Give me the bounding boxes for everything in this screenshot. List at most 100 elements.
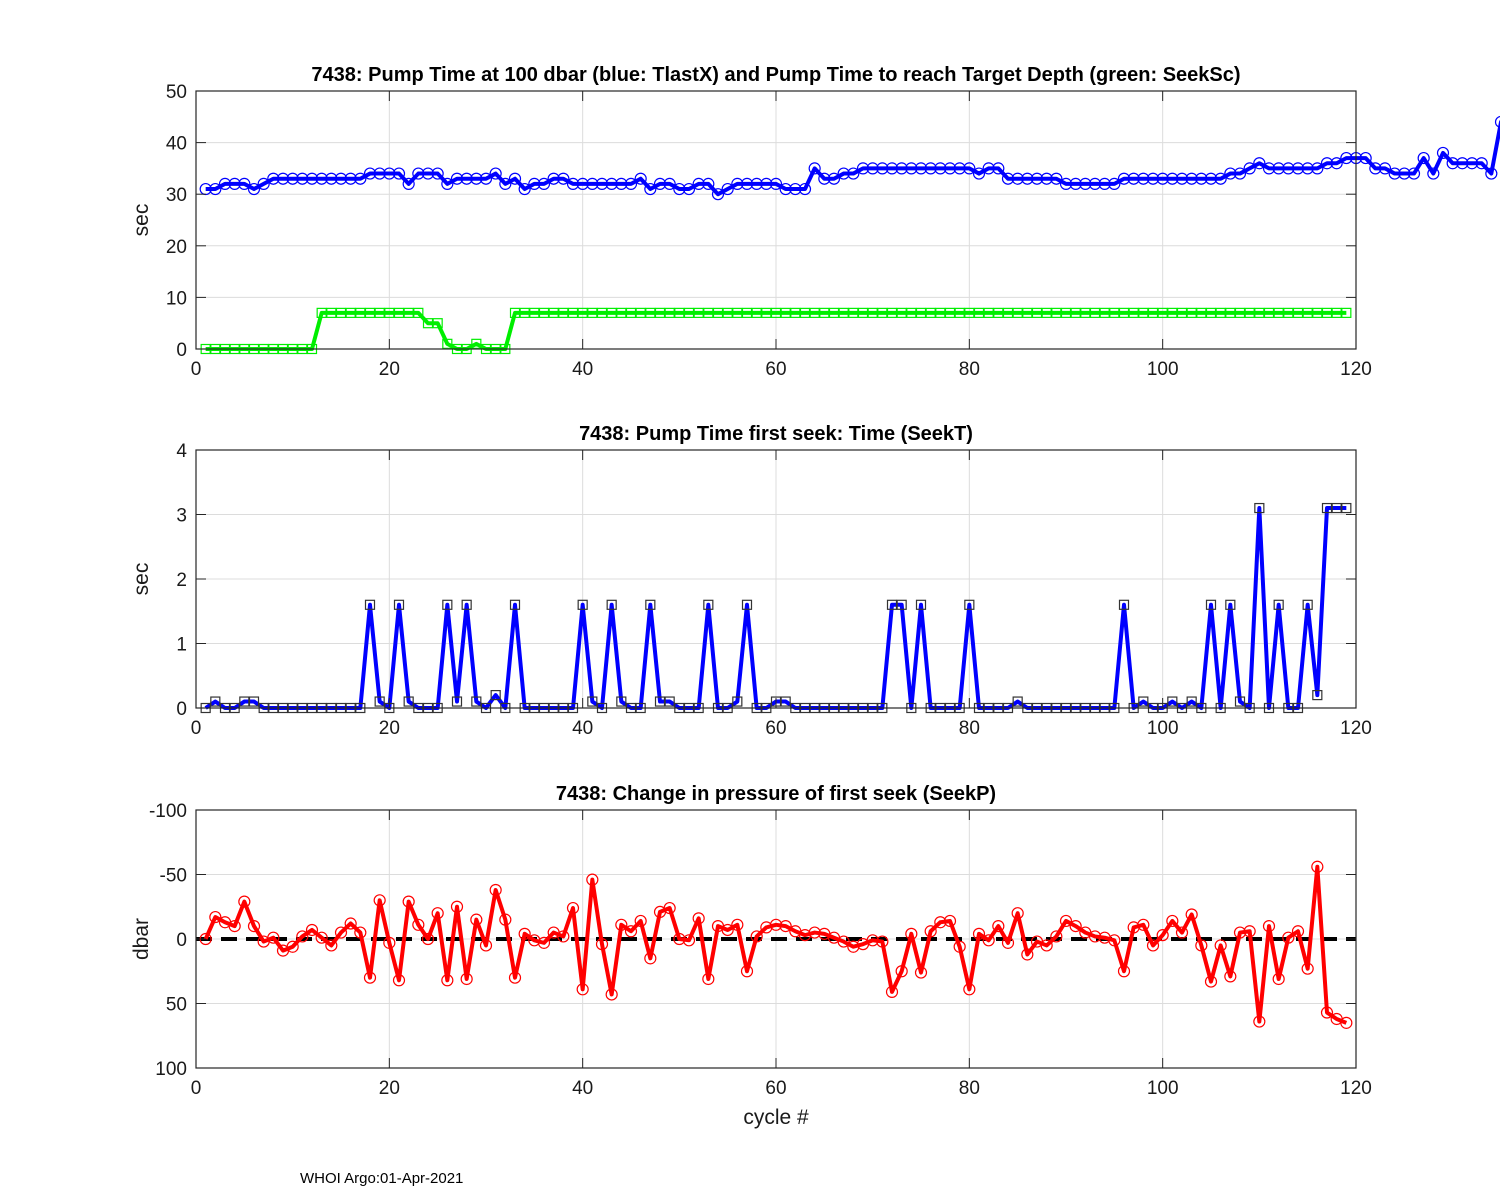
y-axis-label: sec [130, 563, 153, 596]
data-point [982, 934, 995, 947]
data-point [935, 307, 946, 318]
data-point [1311, 162, 1324, 175]
data-point [905, 162, 918, 175]
x-tick-label: 60 [765, 1078, 786, 1099]
x-tick-label: 100 [1147, 1078, 1179, 1099]
data-point [1291, 925, 1305, 938]
data-point [692, 912, 705, 925]
data-point [537, 936, 551, 949]
data-point [1224, 970, 1237, 983]
data-point [1485, 167, 1498, 180]
data-point [374, 307, 385, 318]
data-point [1446, 157, 1459, 170]
data-point [490, 689, 501, 701]
data-point [972, 927, 986, 940]
data-point [470, 913, 483, 926]
data-point [779, 182, 792, 196]
data-point [741, 599, 753, 610]
data-point [538, 307, 550, 318]
data-point [769, 918, 783, 931]
data-point [247, 919, 261, 933]
data-point [1069, 919, 1082, 933]
data-point [1030, 172, 1044, 185]
data-point [1175, 172, 1189, 185]
data-point [1186, 307, 1197, 318]
data-point [914, 162, 928, 175]
data-point [1494, 115, 1500, 128]
data-point [780, 696, 791, 707]
data-point [1244, 307, 1255, 318]
data-point [470, 172, 483, 185]
data-point [421, 167, 435, 180]
data-point [518, 182, 531, 196]
data-point [1321, 502, 1333, 514]
data-point [953, 162, 966, 175]
data-point [1186, 696, 1197, 707]
x-tick-label: 60 [765, 359, 786, 380]
data-point [305, 172, 319, 185]
data-point [1196, 307, 1207, 318]
data-point [595, 938, 609, 951]
y-tick-label: 100 [155, 1059, 187, 1080]
data-point [596, 307, 608, 318]
data-point [1388, 167, 1401, 180]
data-point [616, 307, 627, 318]
data-point [798, 929, 812, 942]
data-point [247, 182, 261, 196]
data-point [587, 307, 598, 318]
data-point [866, 162, 879, 175]
data-point [702, 177, 715, 190]
data-point [943, 162, 957, 175]
data-point [1195, 939, 1208, 952]
data-point [393, 307, 405, 318]
data-point [857, 307, 869, 318]
series-line-2 [205, 310, 1347, 351]
data-point [1359, 151, 1372, 165]
data-point [1331, 502, 1342, 514]
chart-panel-3: 0 20 40 60 80 100 120 -100 -50 0 50 100 7438: Change… [130, 783, 1372, 1129]
data-point [683, 307, 695, 318]
data-point [1167, 307, 1178, 318]
data-point [1283, 307, 1294, 318]
data-point [489, 167, 502, 180]
x-tick-label: 80 [959, 718, 980, 739]
data-point [848, 307, 859, 318]
data-point [354, 172, 367, 185]
x-tick-label: 120 [1340, 718, 1372, 739]
data-point [1273, 307, 1284, 318]
data-point [1378, 162, 1392, 175]
data-point [944, 307, 956, 318]
data-point [267, 931, 280, 944]
data-point [1088, 930, 1102, 943]
data-point [431, 907, 444, 920]
data-point [442, 338, 453, 349]
data-point [374, 696, 385, 707]
data-point [1253, 1015, 1266, 1028]
data-point [1224, 167, 1237, 180]
data-point [615, 177, 628, 190]
data-point [1225, 307, 1236, 318]
data-point [740, 177, 754, 190]
data-point [239, 696, 250, 707]
data-point [934, 162, 947, 175]
data-point [489, 883, 502, 897]
data-point [1001, 936, 1015, 949]
data-point [1070, 307, 1081, 318]
data-point [537, 177, 551, 190]
x-tick-label: 80 [959, 1078, 980, 1099]
data-point [1436, 146, 1450, 160]
data-point [499, 177, 512, 190]
data-point [664, 696, 675, 707]
data-point [586, 873, 599, 886]
chart-title: 7438: Change in pressure of first seek (… [556, 783, 996, 805]
data-point [605, 988, 618, 1001]
data-point [1311, 860, 1324, 873]
data-point [576, 983, 589, 996]
data-point [566, 177, 580, 190]
data-point [721, 923, 734, 937]
chart-title: 7438: Pump Time first seek: Time (SeekT) [579, 423, 973, 445]
data-point [432, 318, 443, 329]
data-point [760, 177, 773, 190]
data-point [1080, 307, 1091, 318]
data-point [663, 177, 676, 190]
